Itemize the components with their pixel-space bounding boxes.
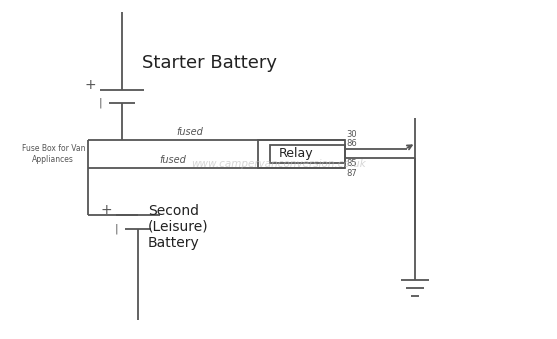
Text: +: + xyxy=(84,78,96,92)
Bar xyxy=(270,145,345,163)
Text: 30: 30 xyxy=(346,130,356,139)
Text: www.campervanconversion.co.uk: www.campervanconversion.co.uk xyxy=(190,159,365,169)
Bar xyxy=(258,140,345,168)
Text: 85: 85 xyxy=(346,159,356,167)
Text: |: | xyxy=(114,224,118,234)
Text: |: | xyxy=(98,98,102,108)
Text: fused: fused xyxy=(177,127,203,137)
Text: +: + xyxy=(100,203,112,217)
Text: fused: fused xyxy=(159,155,187,165)
Text: 87: 87 xyxy=(346,169,356,178)
Text: 86: 86 xyxy=(346,139,356,148)
Text: Starter Battery: Starter Battery xyxy=(142,54,277,72)
Text: Second
(Leisure)
Battery: Second (Leisure) Battery xyxy=(148,204,209,250)
Text: Relay: Relay xyxy=(279,147,314,160)
Text: Fuse Box for Van
Appliances: Fuse Box for Van Appliances xyxy=(22,144,85,164)
